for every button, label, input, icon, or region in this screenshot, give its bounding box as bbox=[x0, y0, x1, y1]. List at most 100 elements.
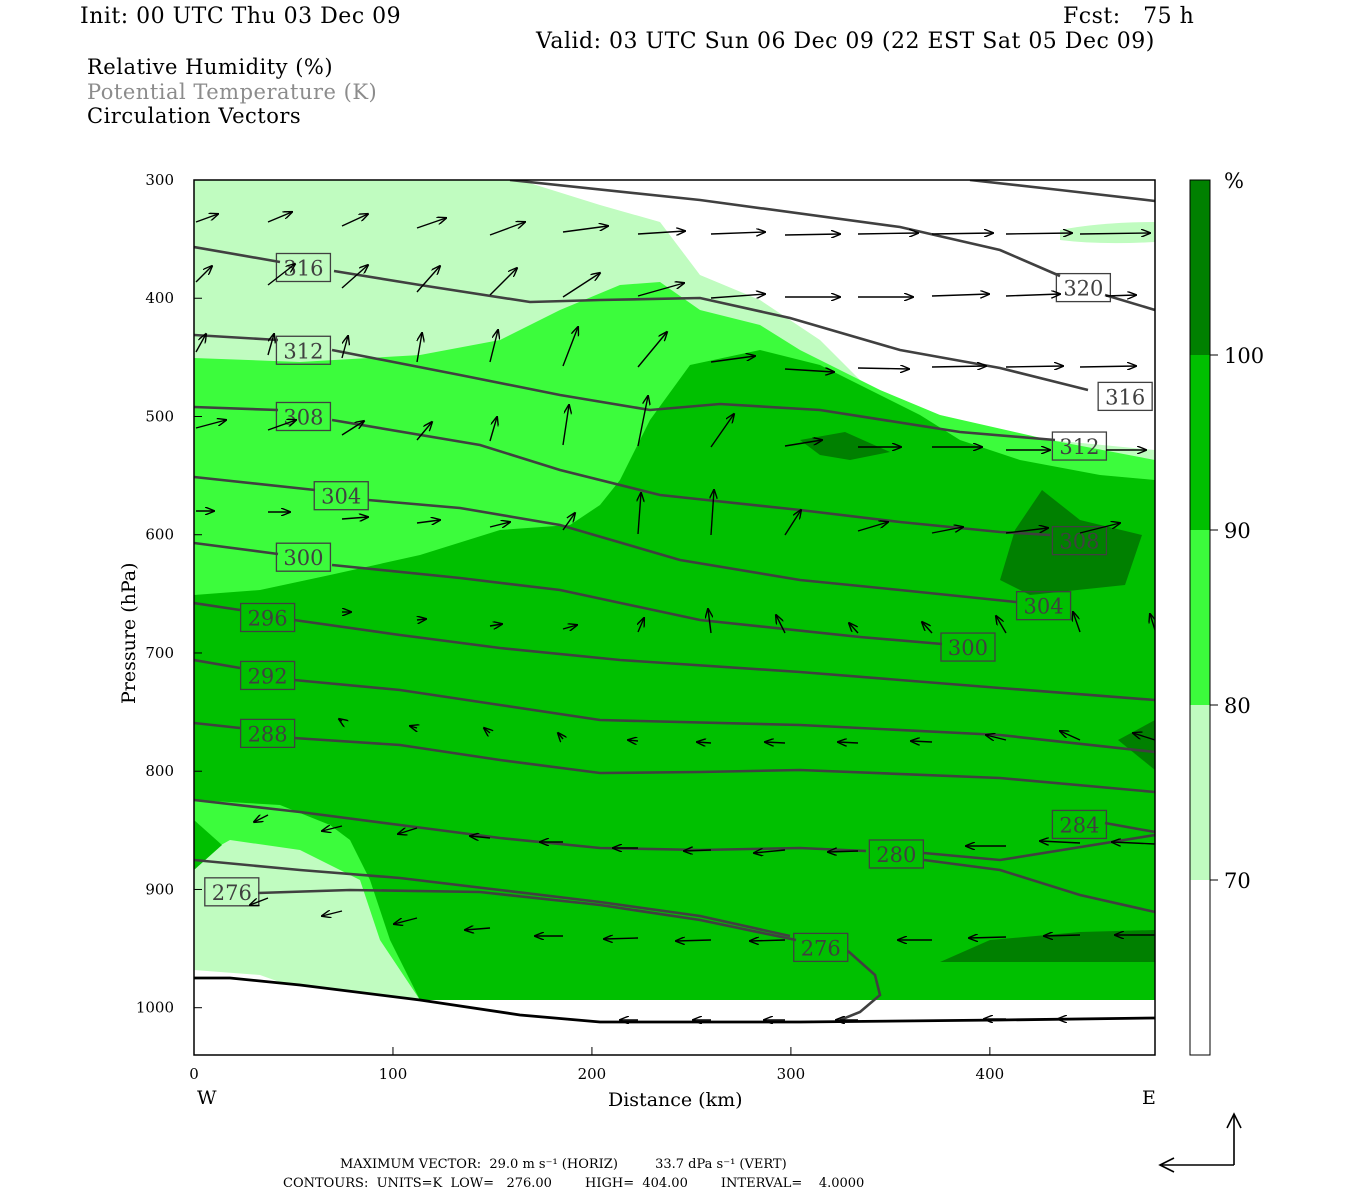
colorbar-swatch-100 bbox=[1190, 180, 1210, 355]
vector-arrow bbox=[776, 615, 786, 634]
contour-label-box bbox=[1051, 431, 1108, 461]
contour-label: 300 bbox=[275, 542, 332, 572]
vector-arrow bbox=[1005, 366, 1063, 367]
contour-label-text: 320 bbox=[1063, 277, 1103, 301]
vector-arrow bbox=[986, 735, 1007, 740]
contour-label-box bbox=[940, 632, 996, 662]
vector-arrow bbox=[489, 417, 497, 442]
vector-arrow bbox=[969, 937, 1007, 938]
contour-label: 316 bbox=[1097, 381, 1153, 412]
vector-arrow bbox=[341, 517, 368, 519]
vector-arrow bbox=[638, 618, 644, 633]
theta-contour-288 bbox=[194, 721, 1155, 794]
contour-label: 320 bbox=[1055, 272, 1112, 303]
contour-label-box bbox=[313, 481, 369, 511]
vector-arrow bbox=[562, 625, 577, 629]
x-tick-label: 200 bbox=[578, 1065, 607, 1083]
contour-label-text: 284 bbox=[1059, 813, 1099, 837]
contour-label: 288 bbox=[239, 718, 296, 749]
rh-70-small-patch bbox=[1060, 222, 1155, 244]
ground-surface-line bbox=[194, 976, 1155, 1024]
theta-contour-276 bbox=[257, 858, 1155, 942]
y-tick-label: 900 bbox=[145, 880, 174, 898]
x-axis: 0 100 200 300 400 bbox=[189, 1047, 1004, 1083]
contour-label-box bbox=[239, 602, 296, 633]
theta-contour-284 bbox=[194, 798, 1155, 862]
vector-arrow bbox=[267, 212, 292, 223]
contour-label-text: 276 bbox=[212, 881, 252, 905]
vector-arrow bbox=[195, 266, 212, 283]
contour-label-box bbox=[1051, 525, 1108, 556]
vector-arrow bbox=[416, 333, 422, 363]
vector-arrow bbox=[784, 440, 822, 447]
vector-arrow bbox=[1005, 233, 1072, 234]
vector-arrow bbox=[267, 334, 274, 356]
contour-label-text: 312 bbox=[1059, 435, 1099, 459]
colorbar-swatch-80 bbox=[1190, 530, 1210, 705]
vector-arrow bbox=[1079, 366, 1136, 367]
contour-label: 292 bbox=[239, 660, 296, 691]
vector-arrow bbox=[710, 356, 755, 363]
theta-contour-292 bbox=[194, 658, 1155, 754]
contour-label-box bbox=[275, 401, 332, 432]
contour-label-box bbox=[793, 932, 849, 963]
vector-arrow bbox=[710, 294, 765, 299]
contour-label-text: 292 bbox=[248, 664, 288, 688]
theta-contour-top-right bbox=[969, 180, 1155, 203]
contour-label-group: 320 316 316 312 312 308 308 304 304 300 300 296 292 2… bbox=[204, 252, 1153, 963]
contour-label: 296 bbox=[239, 602, 296, 633]
west-label: W bbox=[197, 1087, 217, 1109]
contour-label: 312 bbox=[1051, 431, 1108, 461]
plot-frame bbox=[193, 179, 1156, 1056]
contour-label-text: 280 bbox=[876, 843, 916, 867]
legend-relative-humidity: Relative Humidity (%) bbox=[87, 55, 334, 79]
y-tick-label: 400 bbox=[145, 289, 174, 307]
vector-arrow bbox=[250, 897, 269, 905]
y-tick-label: 600 bbox=[145, 526, 174, 544]
rh-90-left-patch bbox=[194, 820, 222, 870]
vector-arrow bbox=[754, 850, 786, 853]
y-axis-title: Pressure (hPa) bbox=[118, 562, 140, 704]
colorbar-swatch-90 bbox=[1190, 355, 1210, 530]
rh-100-patch-edge bbox=[1118, 720, 1155, 770]
colorbar-level-label: 70 bbox=[1224, 869, 1251, 893]
vector-arrow bbox=[604, 938, 639, 939]
vector-arrow bbox=[676, 940, 712, 941]
vector-arrow bbox=[416, 218, 446, 229]
rh-100-patch-right bbox=[1000, 490, 1142, 595]
legend-circulation-vectors: Circulation Vectors bbox=[87, 104, 302, 128]
x-tick-label: 0 bbox=[189, 1065, 199, 1083]
contour-label-text: 276 bbox=[801, 936, 841, 960]
colorbar-level-label: 100 bbox=[1224, 344, 1264, 368]
vector-arrow bbox=[489, 268, 517, 296]
colorbar-swatch-70 bbox=[1190, 705, 1210, 880]
vector-arrow bbox=[1079, 233, 1150, 234]
vector-arrow bbox=[341, 336, 348, 359]
vector-arrow bbox=[1133, 733, 1155, 741]
vector-arrow bbox=[1112, 842, 1155, 844]
vector-arrow bbox=[710, 232, 765, 234]
contour-label-box bbox=[1097, 381, 1153, 412]
vector-arrow bbox=[1150, 614, 1155, 631]
vector-arrow bbox=[784, 369, 834, 372]
contour-label-box bbox=[1051, 809, 1108, 840]
vector-arrow bbox=[637, 332, 667, 368]
contour-label-text: 288 bbox=[248, 722, 288, 746]
vector-arrow bbox=[697, 742, 712, 743]
vector-arrow bbox=[931, 294, 989, 296]
contour-label: 276 bbox=[793, 932, 849, 963]
vector-arrow bbox=[637, 231, 685, 234]
contour-label-text: 312 bbox=[283, 339, 323, 363]
vector-arrow bbox=[828, 851, 859, 852]
contour-label-text: 308 bbox=[283, 405, 323, 429]
vector-arrow bbox=[465, 928, 491, 930]
y-tick-label: 800 bbox=[145, 762, 174, 780]
vector-arrow bbox=[922, 622, 933, 634]
vector-arrow bbox=[1073, 612, 1081, 633]
vector-arrow bbox=[1079, 523, 1120, 534]
terrain-mask bbox=[194, 978, 1155, 1055]
contour-label-text: 304 bbox=[321, 485, 361, 509]
vector-arrow bbox=[489, 522, 510, 527]
vector-arrow bbox=[562, 273, 600, 298]
